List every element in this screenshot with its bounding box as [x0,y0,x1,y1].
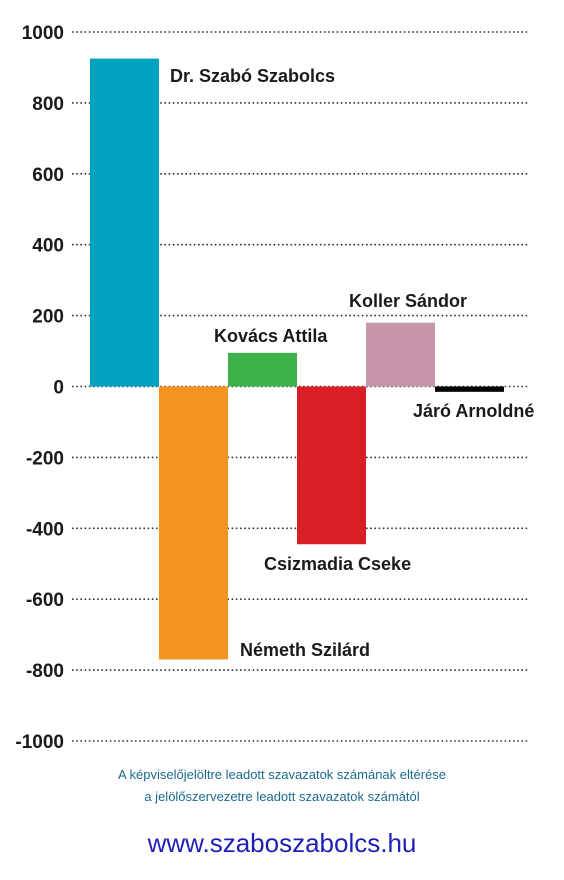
y-tick-label: 0 [53,378,64,399]
bar-label: Csizmadia Cseke [264,554,411,574]
website-link[interactable]: www.szaboszabolcs.hu [147,828,417,858]
y-tick-label: 600 [32,165,64,186]
bar [228,352,297,387]
y-tick-label: 400 [32,236,64,257]
bar-label: Járó Arnoldné [413,401,534,421]
y-tick-label: -1000 [15,732,64,753]
bar [297,386,366,545]
chart: 1000 800 600 400 200 0 -200 -400 -600 -800 -1000 Dr… [15,23,534,753]
bar-label: Dr. Szabó Szabolcs [170,66,335,86]
bar-label: Németh Szilárd [240,640,370,660]
y-tick-label: 1000 [22,23,64,44]
y-tick-label: 800 [32,94,64,115]
caption-line-1: A képviselőjelöltre leadott szavazatok s… [117,767,447,782]
y-tick-label: -800 [26,661,64,682]
y-tick-label: -600 [26,590,64,611]
bar [90,58,159,387]
bar-chart-svg: 1000 800 600 400 200 0 -200 -400 -600 -800 -1000 Dr… [15,23,534,753]
bar-label: Kovács Attila [214,326,328,346]
bar-label: Koller Sándor [349,291,467,311]
y-tick-label: -200 [26,448,64,469]
bar [159,386,228,660]
bar [435,386,504,392]
y-tick-label: 200 [32,307,64,328]
y-tick-label: -400 [26,519,64,540]
caption-line-2: a jelölőszervezetre leadott szavazatok s… [144,789,420,804]
bar [366,322,435,387]
